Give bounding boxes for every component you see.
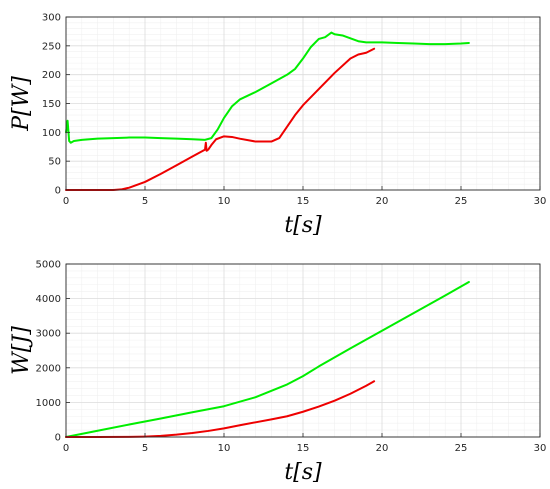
- x-tick-label: 25: [455, 196, 468, 207]
- y-tick-label: 3000: [36, 329, 61, 340]
- y-axis-label: W[J]: [9, 326, 34, 375]
- y-tick-label: 2000: [36, 363, 61, 374]
- x-tick-label: 0: [63, 196, 69, 207]
- series-line-1: [65, 280, 470, 438]
- x-tick-label: 15: [297, 196, 310, 207]
- y-tick-label: 100: [42, 128, 61, 139]
- x-tick-label: 10: [218, 196, 231, 207]
- x-tick-label: 10: [218, 443, 231, 454]
- x-tick-label: 5: [142, 443, 148, 454]
- y-tick-label: 0: [55, 186, 61, 197]
- x-tick-label: 30: [534, 443, 547, 454]
- series-line-1: [65, 31, 470, 144]
- x-tick-label: 20: [376, 443, 389, 454]
- x-tick-label: 5: [142, 196, 148, 207]
- y-tick-label: 0: [55, 433, 61, 444]
- series-line-2: [65, 47, 376, 191]
- x-tick-label: 15: [297, 443, 310, 454]
- y-tick-label: 4000: [36, 294, 61, 305]
- y-tick-label: 300: [42, 13, 61, 24]
- x-axis-label: t[s]: [284, 213, 322, 238]
- x-tick-label: 0: [63, 443, 69, 454]
- y-tick-label: 200: [42, 70, 61, 81]
- y-axis-label: P[W]: [9, 76, 34, 132]
- y-tick-label: 150: [42, 99, 61, 110]
- y-tick-label: 1000: [36, 398, 61, 409]
- y-tick-label: 5000: [36, 260, 61, 271]
- grid: [65, 16, 541, 191]
- y-tick-label: 50: [48, 157, 61, 168]
- x-tick-label: 30: [534, 196, 547, 207]
- x-tick-label: 20: [376, 196, 389, 207]
- chart-panel-2: 0 5 10 15 20 25 30 0 1000 2000 3000 4000 5000 t[s] W[J…: [9, 260, 546, 486]
- y-tick-label: 250: [42, 41, 61, 52]
- x-axis-label: t[s]: [284, 460, 322, 485]
- x-tick-label: 25: [455, 443, 468, 454]
